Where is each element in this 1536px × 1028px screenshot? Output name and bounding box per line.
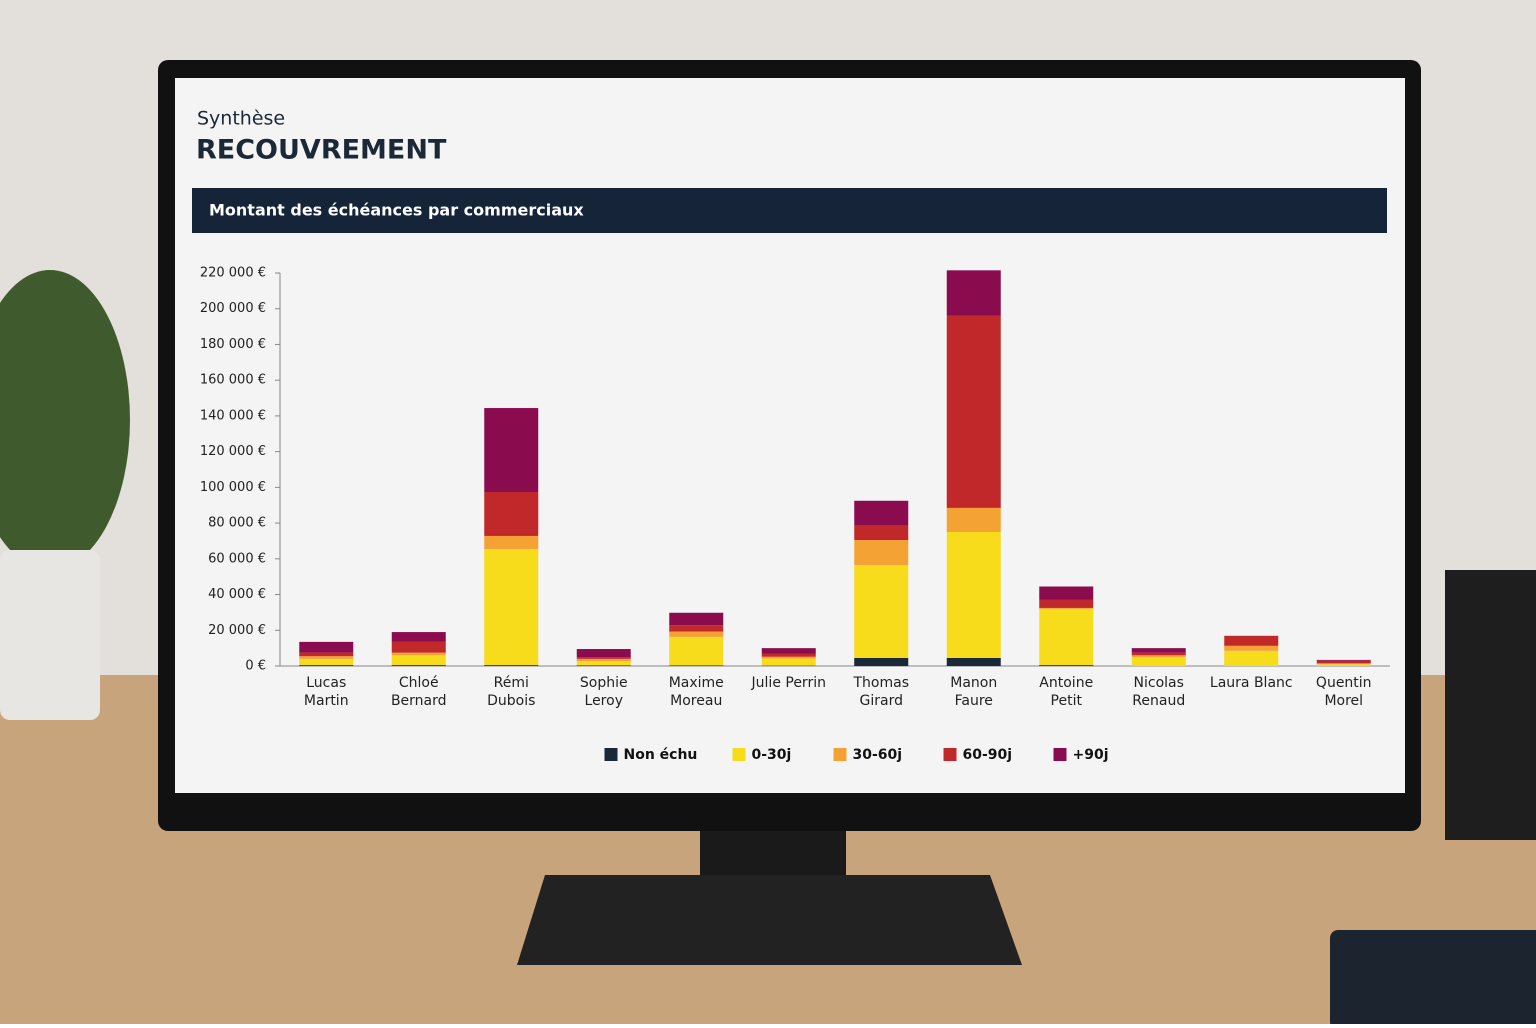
y-tick-label: 220 000 € — [200, 266, 266, 281]
bar-segment — [854, 658, 908, 666]
stand-base — [517, 875, 1022, 965]
y-tick-label: 40 000 € — [208, 587, 266, 602]
bar-segment — [762, 657, 816, 659]
x-tick-label: Julie Perrin — [747, 674, 831, 692]
bar-segment — [1132, 648, 1186, 652]
bar-segment — [577, 657, 631, 659]
pen-cup — [1445, 570, 1536, 840]
bar-segment — [1224, 636, 1278, 646]
bar-segment — [392, 655, 446, 665]
notebook — [1330, 930, 1536, 1024]
x-tick-label: Sophie Leroy — [562, 674, 646, 710]
bar-segment — [1317, 663, 1371, 664]
bar-segment — [1039, 600, 1093, 608]
bar-segment — [669, 637, 723, 666]
bar-segment — [1132, 655, 1186, 657]
bar-segment — [1039, 665, 1093, 666]
y-tick-label: 120 000 € — [200, 444, 266, 459]
x-tick-label: Thomas Girard — [839, 674, 923, 710]
x-tick-label: Quentin Morel — [1302, 674, 1386, 710]
bar-segment — [484, 492, 538, 536]
legend-swatch — [1054, 748, 1067, 761]
bar-segment — [484, 549, 538, 665]
x-tick-label: Chloé Bernard — [377, 674, 461, 710]
bar-segment — [1317, 660, 1371, 661]
bar-segment — [947, 316, 1001, 508]
x-tick-label: Lucas Martin — [284, 674, 368, 710]
y-tick-label: 80 000 € — [208, 516, 266, 531]
legend-swatch — [605, 748, 618, 761]
x-tick-label: Maxime Moreau — [654, 674, 738, 710]
x-tick-label: Manon Faure — [932, 674, 1016, 710]
legend-label: 0-30j — [752, 747, 792, 763]
legend-swatch — [944, 748, 957, 761]
bar-segment — [854, 526, 908, 540]
bar-segment — [484, 536, 538, 549]
bar-segment — [1039, 608, 1093, 609]
bar-segment — [669, 625, 723, 631]
bar-segment — [947, 532, 1001, 658]
legend-swatch — [733, 748, 746, 761]
bar-segment — [392, 642, 446, 653]
y-tick-label: 180 000 € — [200, 337, 266, 352]
bar-segment — [762, 653, 816, 656]
pot — [0, 550, 100, 720]
bar-segment — [299, 642, 353, 653]
y-tick-label: 160 000 € — [200, 373, 266, 388]
bar-segment — [299, 665, 353, 666]
bar-segment — [669, 632, 723, 637]
legend-label: Non échu — [624, 747, 698, 763]
bar-segment — [1224, 646, 1278, 651]
bar-segment — [577, 659, 631, 661]
bar-segment — [484, 408, 538, 492]
bar-segment — [484, 665, 538, 666]
bar-segment — [577, 649, 631, 657]
y-tick-label: 200 000 € — [200, 301, 266, 316]
bar-segment — [669, 665, 723, 666]
bar-segment — [947, 658, 1001, 666]
bar-segment — [669, 613, 723, 626]
legend-label: 60-90j — [963, 747, 1013, 763]
bar-segment — [299, 656, 353, 659]
bar-segment — [947, 508, 1001, 532]
bar-segment — [392, 632, 446, 642]
bar-segment — [1317, 661, 1371, 664]
legend-label: 30-60j — [853, 747, 903, 763]
bar-segment — [947, 270, 1001, 316]
bar-segment — [1224, 651, 1278, 666]
bar-segment — [1317, 664, 1371, 666]
y-tick-label: 100 000 € — [200, 480, 266, 495]
y-tick-label: 140 000 € — [200, 408, 266, 423]
y-tick-label: 0 € — [245, 659, 266, 674]
chart-title: Montant des échéances par commerciaux — [209, 201, 584, 220]
bar-segment — [1039, 587, 1093, 600]
x-tick-label: Nicolas Renaud — [1117, 674, 1201, 710]
x-tick-label: Laura Blanc — [1209, 674, 1293, 692]
bar-segment — [299, 653, 353, 657]
bar-segment — [854, 565, 908, 658]
x-tick-label: Antoine Petit — [1024, 674, 1108, 710]
bar-segment — [1039, 609, 1093, 665]
legend-swatch — [834, 748, 847, 761]
page-title: RECOUVREMENT — [196, 135, 447, 166]
bar-segment — [392, 665, 446, 666]
bar-segment — [854, 540, 908, 565]
bar-segment — [762, 648, 816, 653]
y-tick-label: 60 000 € — [208, 551, 266, 566]
bar-segment — [762, 658, 816, 665]
bar-segment — [1132, 657, 1186, 666]
bar-segment — [577, 665, 631, 666]
x-tick-label: Rémi Dubois — [469, 674, 553, 710]
bar-segment — [854, 501, 908, 526]
bar-segment — [1132, 653, 1186, 656]
y-tick-label: 20 000 € — [208, 623, 266, 638]
legend-label: +90j — [1073, 747, 1109, 763]
bar-segment — [299, 659, 353, 665]
bar-segment — [392, 653, 446, 656]
subtitle: Synthèse — [197, 108, 285, 130]
bar-segment — [577, 661, 631, 665]
